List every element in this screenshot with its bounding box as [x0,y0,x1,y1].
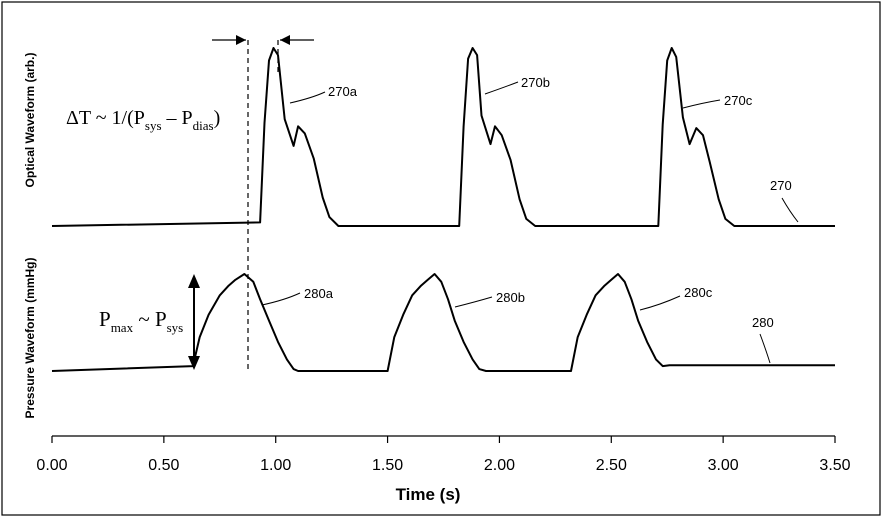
delta-t-arrow-left-head [236,35,246,45]
x-tick-label: 1.50 [372,457,403,474]
callout-line-280 [759,333,771,364]
callout-label-270b: 270b [521,75,550,90]
callout-label-270c: 270c [724,93,753,108]
callout-line-280a [261,292,301,306]
optical-y-axis-title: Optical Waveform (arb.) [23,53,37,188]
x-ticks [51,436,836,443]
callout-label-280b: 280b [496,290,525,305]
x-tick-labels: 0.00 0.50 1.00 1.50 2.00 2.50 3.00 3.50 [36,457,850,474]
pmax-arrow-bottom-head [188,356,200,370]
callout-line-270 [781,197,799,223]
callout-line-280c [639,295,681,311]
x-tick-label: 0.00 [36,457,67,474]
callout-line-280b [454,296,493,308]
x-tick-label: 2.00 [484,457,515,474]
x-tick-label: 2.50 [596,457,627,474]
callout-line-270b [484,81,519,95]
callout-label-280: 280 [752,315,774,330]
x-tick-label: 1.00 [260,457,291,474]
x-tick-label: 0.50 [148,457,179,474]
callout-label-270: 270 [770,178,792,193]
callout-label-280c: 280c [684,285,713,300]
callout-label-280a: 280a [304,286,334,301]
pressure-y-axis-title: Pressure Waveform (mmHg) [23,258,37,419]
x-axis-title: Time (s) [396,485,461,504]
delta-t-annotation: ΔT ~ 1/(Psys – Pdias) [66,107,220,133]
delta-t-arrow-right-head [280,35,290,45]
pmax-arrow-top-head [188,274,200,288]
callout-label-270a: 270a [328,84,358,99]
x-tick-label: 3.00 [708,457,739,474]
callout-line-270c [682,99,721,109]
pressure-waveform-line [51,273,835,372]
callout-line-270a [289,91,326,104]
x-tick-label: 3.50 [819,457,850,474]
optical-waveform-line [51,47,835,227]
pmax-annotation: Pmax ~ Psys [99,307,183,335]
